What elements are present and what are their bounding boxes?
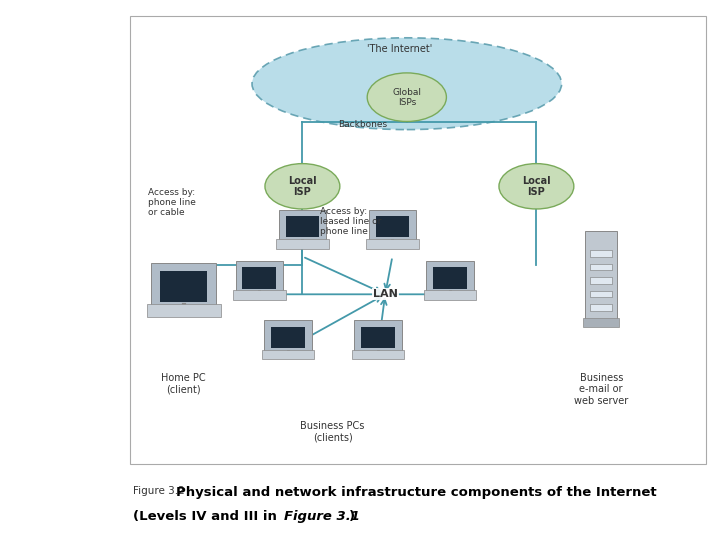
FancyBboxPatch shape [264, 320, 312, 353]
Bar [271, 327, 305, 348]
Text: 'The Internet': 'The Internet' [367, 44, 432, 53]
FancyBboxPatch shape [426, 261, 474, 294]
Text: Figure 3.1: Figure 3.1 [284, 510, 361, 523]
FancyBboxPatch shape [585, 231, 617, 320]
Text: (Levels IV and III in: (Levels IV and III in [133, 510, 282, 523]
Ellipse shape [265, 164, 340, 209]
Text: Local
ISP: Local ISP [522, 176, 551, 197]
Bar [590, 277, 612, 284]
Text: Business
e-mail or
web server: Business e-mail or web server [574, 373, 629, 406]
FancyBboxPatch shape [366, 239, 419, 248]
Bar [361, 327, 395, 348]
Bar [433, 267, 467, 289]
Ellipse shape [367, 73, 446, 122]
FancyBboxPatch shape [235, 261, 283, 294]
Bar [583, 318, 619, 327]
Text: Business PCs
(clients): Business PCs (clients) [300, 421, 365, 443]
Text: Access by:
phone line
or cable: Access by: phone line or cable [148, 187, 195, 218]
FancyBboxPatch shape [261, 350, 315, 359]
FancyBboxPatch shape [354, 320, 402, 353]
Text: Access by:
leased line or
phone line: Access by: leased line or phone line [320, 206, 382, 237]
Bar [590, 264, 612, 270]
FancyBboxPatch shape [369, 210, 416, 243]
FancyBboxPatch shape [147, 304, 220, 317]
Text: Global
ISPs: Global ISPs [392, 87, 421, 107]
FancyBboxPatch shape [233, 291, 286, 300]
Text: Figure 3.2: Figure 3.2 [133, 486, 185, 496]
Bar [590, 250, 612, 256]
Text: Backbones: Backbones [338, 120, 387, 129]
FancyBboxPatch shape [276, 239, 329, 248]
Bar [376, 216, 409, 238]
FancyBboxPatch shape [423, 291, 477, 300]
Text: Home PC
(client): Home PC (client) [161, 373, 206, 394]
Bar [590, 304, 612, 310]
Ellipse shape [499, 164, 574, 209]
Text: Local
ISP: Local ISP [288, 176, 317, 197]
Bar [243, 267, 276, 289]
Bar [286, 216, 319, 238]
Bar [130, 16, 706, 464]
Ellipse shape [252, 38, 562, 130]
FancyBboxPatch shape [151, 263, 216, 308]
Text: ): ) [349, 510, 356, 523]
Bar [590, 291, 612, 297]
Text: LAN: LAN [373, 289, 397, 299]
FancyBboxPatch shape [279, 210, 326, 243]
Bar [160, 271, 207, 301]
Text: Physical and network infrastructure components of the Internet: Physical and network infrastructure comp… [176, 486, 657, 499]
FancyBboxPatch shape [351, 350, 405, 359]
